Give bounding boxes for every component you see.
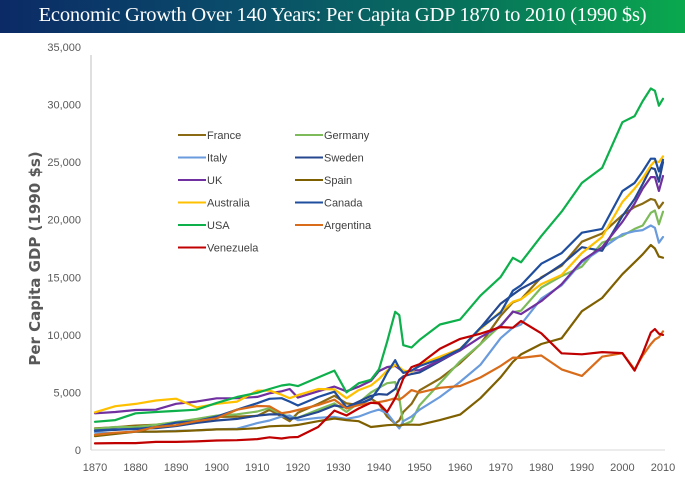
series-lines: [93, 87, 665, 445]
x-tick-label: 1870: [83, 462, 107, 474]
x-tick-label: 1880: [123, 462, 147, 474]
x-tick-label: 1940: [367, 462, 391, 474]
x-tick-label: 1900: [204, 462, 228, 474]
x-tick-label: 2000: [610, 462, 634, 474]
legend-item-canada: Canada: [295, 198, 363, 210]
y-tick-label: 15,000: [47, 272, 81, 284]
legend-item-sweden: Sweden: [295, 153, 364, 165]
x-tick-label: 1920: [286, 462, 310, 474]
legend-label: Germany: [324, 130, 370, 142]
legend-item-germany: Germany: [295, 130, 370, 142]
legend-label: France: [207, 130, 241, 142]
x-tick-label: 1970: [488, 462, 512, 474]
title-banner: Economic Growth Over 140 Years: Per Capi…: [0, 0, 685, 33]
chart-title: Economic Growth Over 140 Years: Per Capi…: [38, 4, 647, 26]
legend-label: UK: [207, 175, 223, 187]
x-tick-labels: 1870 1880 1890 1900 1910 1920 1930 1940 1950 1960…: [83, 462, 675, 474]
legend-label: Canada: [324, 198, 363, 210]
y-tick-label: 35,000: [47, 42, 81, 54]
x-tick-label: 2010: [651, 462, 675, 474]
x-tick-label: 1930: [326, 462, 350, 474]
y-tick-label: 30,000: [47, 100, 81, 112]
legend: France Germany Italy Sweden UK Spain Australia…: [178, 130, 372, 255]
legend-item-france: France: [178, 130, 241, 142]
series-line-argentina: [93, 330, 665, 436]
legend-label: Argentina: [324, 220, 372, 232]
y-tick-label: 25,000: [47, 157, 81, 169]
y-tick-labels: 0 5,000 10,000 15,000 20,000 25,000 30,000 35,0…: [47, 42, 81, 457]
x-tick-label: 1960: [448, 462, 472, 474]
legend-label: USA: [207, 220, 230, 232]
series-line-spain: [93, 243, 665, 438]
legend-label: Venezuela: [207, 243, 259, 255]
legend-item-uk: UK: [178, 175, 223, 187]
legend-item-italy: Italy: [178, 153, 228, 165]
x-tick-label: 1950: [407, 462, 431, 474]
legend-item-usa: USA: [178, 220, 230, 232]
series-line-sweden: [93, 161, 665, 432]
y-tick-label: 10,000: [47, 330, 81, 342]
series-line-venezuela: [93, 319, 665, 445]
legend-label: Sweden: [324, 153, 364, 165]
y-tick-label: 0: [75, 445, 81, 457]
legend-label: Australia: [207, 198, 251, 210]
legend-item-argentina: Argentina: [295, 220, 372, 232]
series-line-germany: [93, 209, 665, 430]
axes: [90, 55, 665, 451]
legend-label: Spain: [324, 175, 352, 187]
y-tick-label: 20,000: [47, 215, 81, 227]
y-tick-label: 5,000: [53, 387, 81, 399]
legend-item-australia: Australia: [178, 198, 251, 210]
x-tick-label: 1990: [570, 462, 594, 474]
x-tick-label: 1910: [245, 462, 269, 474]
x-tick-label: 1980: [529, 462, 553, 474]
series-line-canada: [93, 157, 665, 432]
series-line-usa: [93, 87, 665, 423]
legend-item-venezuela: Venezuela: [178, 243, 259, 255]
x-tick-label: 1890: [164, 462, 188, 474]
legend-label: Italy: [207, 153, 228, 165]
legend-item-spain: Spain: [295, 175, 352, 187]
y-axis-title: Per Capita GDP (1990 $s): [26, 151, 44, 365]
